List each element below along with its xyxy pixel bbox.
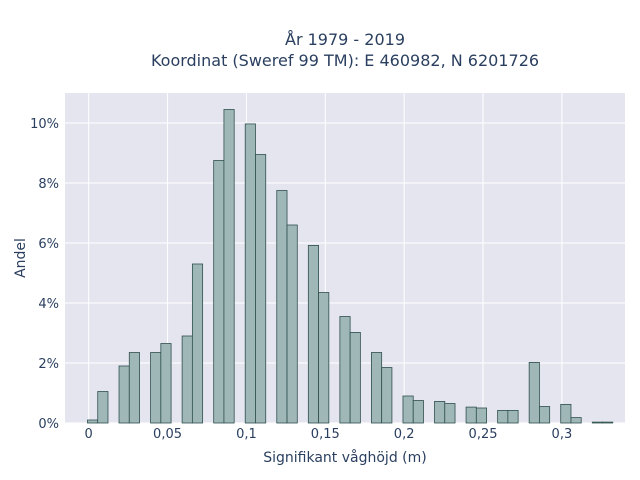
histogram-bar-25 xyxy=(475,407,487,424)
histogram-bar-3 xyxy=(128,352,140,424)
histogram-bar-4 xyxy=(150,352,162,424)
histogram-bar-7 xyxy=(191,263,204,424)
histogram-bar-0 xyxy=(87,419,99,424)
histogram-bar-14 xyxy=(307,244,319,424)
histogram-bar-28 xyxy=(528,361,540,424)
histogram-bar-23 xyxy=(444,403,456,424)
histogram-bar-13 xyxy=(286,224,298,424)
histogram-bar-26 xyxy=(497,409,509,424)
chart-title-line-2: Koordinat (Sweref 99 TM): E 460982, N 62… xyxy=(151,51,539,70)
histogram-bars xyxy=(87,109,614,424)
histogram-bar-17 xyxy=(349,331,361,424)
histogram-bar-16 xyxy=(339,316,351,424)
histogram-bar-9 xyxy=(223,109,235,424)
x-tick-label-0: 0 xyxy=(85,427,93,442)
histogram-bar-31 xyxy=(570,417,582,424)
histogram-bar-33 xyxy=(602,421,614,424)
histogram-bar-21 xyxy=(412,400,424,424)
y-axis-title: Andel xyxy=(13,238,29,278)
histogram-bar-8 xyxy=(213,160,225,424)
x-tick-label-4: 0,2 xyxy=(394,427,415,442)
x-tick-label-2: 0,1 xyxy=(236,427,257,442)
x-tick-label-1: 0,05 xyxy=(153,427,182,442)
x-tick-label-6: 0,3 xyxy=(552,427,573,442)
histogram-bar-5 xyxy=(160,343,172,424)
histogram-bar-12 xyxy=(276,190,288,424)
histogram-bar-30 xyxy=(560,403,572,424)
x-tick-label-5: 0,25 xyxy=(469,427,498,442)
y-tick-label-3: 6% xyxy=(38,237,59,252)
y-tick-label-1: 2% xyxy=(38,357,59,372)
histogram-bar-19 xyxy=(381,367,393,424)
histogram-bar-11 xyxy=(255,154,267,424)
x-axis-ticks: 0 0,05 0,1 0,15 0,2 0,25 0,3 xyxy=(85,427,573,442)
histogram-bar-15 xyxy=(318,292,330,424)
x-tick-label-3: 0,15 xyxy=(311,427,340,442)
histogram-bar-24 xyxy=(465,406,477,424)
histogram-bar-32 xyxy=(591,421,603,424)
chart-title-line-1: År 1979 - 2019 xyxy=(285,30,405,49)
histogram-bar-10 xyxy=(244,123,256,424)
y-axis-ticks: 0% 2% 4% 6% 8% 10% xyxy=(30,117,59,432)
histogram-bar-22 xyxy=(434,400,446,424)
y-tick-label-0: 0% xyxy=(38,417,59,432)
histogram-bar-20 xyxy=(402,395,414,424)
histogram-bar-29 xyxy=(539,406,551,424)
y-tick-label-5: 10% xyxy=(30,117,59,132)
histogram-bar-18 xyxy=(371,352,383,424)
histogram-bar-1 xyxy=(97,391,109,424)
y-tick-label-2: 4% xyxy=(38,297,59,312)
histogram-bar-6 xyxy=(181,335,193,424)
x-axis-title: Signifikant våghöjd (m) xyxy=(263,449,426,466)
histogram-bar-2 xyxy=(118,365,130,424)
histogram-bar-27 xyxy=(507,409,519,424)
y-tick-label-4: 8% xyxy=(38,177,59,192)
